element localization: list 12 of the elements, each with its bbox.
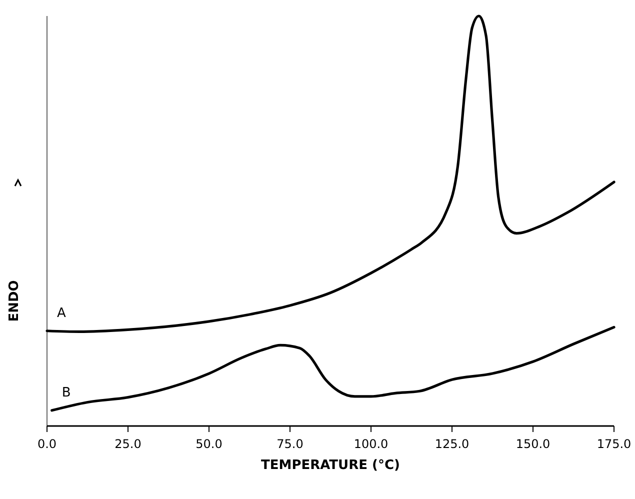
series-label: B xyxy=(62,385,71,400)
x-tick-label: 50.0 xyxy=(196,437,222,451)
series-label: A xyxy=(57,306,66,321)
x-axis-title: TEMPERATURE (°C) xyxy=(261,458,400,473)
x-tick-label: 0.0 xyxy=(37,437,57,451)
y-axis-title: ENDO xyxy=(7,280,22,322)
x-tick-label: 25.0 xyxy=(114,437,142,451)
x-tick-label: 125.0 xyxy=(434,437,470,451)
x-tick-label: 150.0 xyxy=(516,437,550,451)
x-tick-label: 175.0 xyxy=(596,437,632,451)
x-tick-label: 100.0 xyxy=(354,437,388,451)
x-tick-label: 75.0 xyxy=(276,437,304,451)
